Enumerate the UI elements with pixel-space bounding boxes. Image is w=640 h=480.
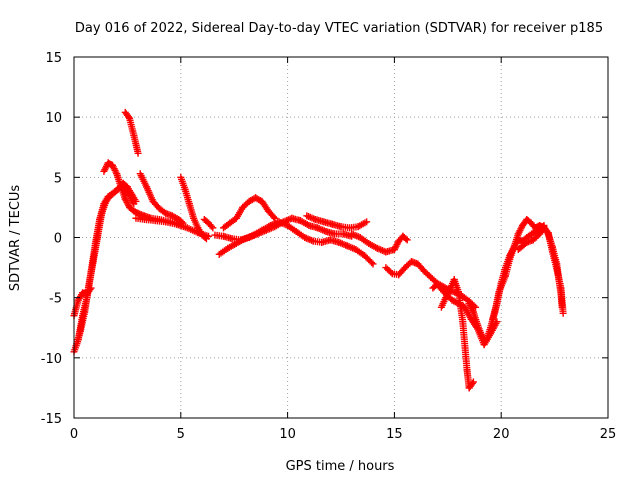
x-axis-label: GPS time / hours — [286, 459, 395, 474]
y-tick-label: -15 — [41, 412, 62, 427]
data-points — [70, 108, 567, 392]
chart-title: Day 016 of 2022, Sidereal Day-to-day VTE… — [75, 21, 603, 36]
data-point-run — [205, 219, 217, 232]
data-point-run — [465, 378, 477, 392]
grid — [74, 57, 608, 418]
y-tick-label: 15 — [45, 51, 62, 66]
y-tick-label: 0 — [54, 232, 62, 247]
x-tick-label: 15 — [386, 427, 403, 442]
y-tick-label: -5 — [49, 292, 62, 307]
data-point-run — [128, 190, 140, 205]
data-point-run — [354, 218, 371, 231]
data-point-run — [175, 215, 187, 227]
data-point-run — [399, 232, 411, 244]
y-tick-label: 5 — [54, 171, 62, 186]
x-tick-label: 5 — [177, 427, 185, 442]
data-point-run — [360, 252, 377, 268]
data-point-run — [557, 290, 566, 311]
y-tick-label: 10 — [45, 111, 62, 126]
data-point-run — [81, 282, 93, 316]
y-tick-label: -10 — [41, 352, 62, 367]
data-point-run — [264, 207, 279, 222]
data-point-run — [459, 318, 471, 374]
x-tick-label: 25 — [600, 427, 617, 442]
data-point-run — [130, 131, 142, 157]
x-tick-label: 10 — [279, 427, 296, 442]
data-point-run — [198, 231, 210, 243]
axis-ticks: 0 5 10 15 20 25 -15 -10 -5 0 5 10 15 — [41, 51, 617, 442]
x-tick-label: 20 — [493, 427, 510, 442]
x-tick-label: 0 — [70, 427, 78, 442]
y-axis-label: SDTVAR / TECUs — [8, 185, 23, 292]
